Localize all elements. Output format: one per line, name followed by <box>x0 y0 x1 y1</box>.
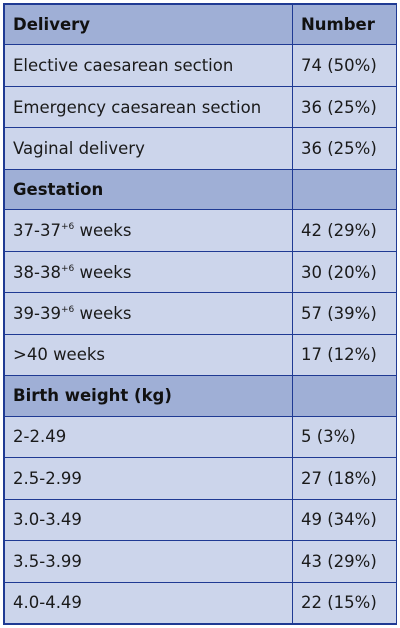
table-header-row: Delivery Number <box>4 3 397 46</box>
section-header-row-birth-weight: Birth weight (kg) <box>4 375 397 417</box>
table-row: 39-39+6 weeks 57 (39%) <box>4 292 397 335</box>
range-superscript: +6 <box>60 304 75 315</box>
table-row: 2-2.49 5 (3%) <box>4 415 397 459</box>
row-value: 57 (39%) <box>292 292 397 335</box>
table-row: 4.0-4.49 22 (15%) <box>4 581 397 625</box>
section-header-empty <box>292 168 397 211</box>
row-value: 22 (15%) <box>292 581 397 625</box>
table-row: 3.5-3.99 43 (29%) <box>4 540 397 583</box>
section-header-gestation: Gestation <box>4 168 293 211</box>
row-label: 39-39+6 weeks <box>4 292 293 335</box>
section-header-birth-weight: Birth weight (kg) <box>4 375 293 417</box>
row-label: Vaginal delivery <box>4 127 293 170</box>
row-value: 17 (12%) <box>292 333 397 377</box>
range-superscript: +6 <box>60 263 75 274</box>
table-row: 37-37+6 weeks 42 (29%) <box>4 209 397 252</box>
table-row: Vaginal delivery 36 (25%) <box>4 127 397 170</box>
row-value: 74 (50%) <box>292 44 397 87</box>
column-header-delivery: Delivery <box>4 3 293 46</box>
range-superscript: +6 <box>60 222 75 233</box>
range-start: 37-37 <box>13 221 61 241</box>
row-label: 4.0-4.49 <box>4 581 293 625</box>
delivery-statistics-table: Delivery Number Elective caesarean secti… <box>3 3 397 625</box>
row-label: 2.5-2.99 <box>4 457 293 500</box>
row-value: 30 (20%) <box>292 250 397 294</box>
range-start: 38-38 <box>13 262 61 282</box>
section-header-empty <box>292 375 397 417</box>
row-label: 3.0-3.49 <box>4 498 293 542</box>
column-header-number: Number <box>292 3 397 46</box>
table-row: 38-38+6 weeks 30 (20%) <box>4 250 397 294</box>
row-label: Elective caesarean section <box>4 44 293 87</box>
range-unit: weeks <box>74 303 132 323</box>
row-value: 5 (3%) <box>292 415 397 459</box>
table-row: 3.0-3.49 49 (34%) <box>4 498 397 542</box>
row-label: 37-37+6 weeks <box>4 209 293 252</box>
table-row: >40 weeks 17 (12%) <box>4 333 397 377</box>
row-value: 49 (34%) <box>292 498 397 542</box>
row-value: 43 (29%) <box>292 540 397 583</box>
range-unit: weeks <box>74 221 132 241</box>
row-label: 3.5-3.99 <box>4 540 293 583</box>
table-row: Elective caesarean section 74 (50%) <box>4 44 397 87</box>
row-label: 2-2.49 <box>4 415 293 459</box>
range-start: 39-39 <box>13 303 61 323</box>
table-row: Emergency caesarean section 36 (25%) <box>4 85 397 129</box>
row-label: >40 weeks <box>4 333 293 377</box>
row-value: 36 (25%) <box>292 85 397 129</box>
row-value: 27 (18%) <box>292 457 397 500</box>
row-value: 42 (29%) <box>292 209 397 252</box>
row-value: 36 (25%) <box>292 127 397 170</box>
section-header-row-gestation: Gestation <box>4 168 397 211</box>
row-label: Emergency caesarean section <box>4 85 293 129</box>
data-table: Delivery Number Elective caesarean secti… <box>4 3 397 625</box>
table-row: 2.5-2.99 27 (18%) <box>4 457 397 500</box>
range-unit: weeks <box>74 262 132 282</box>
row-label: 38-38+6 weeks <box>4 250 293 294</box>
